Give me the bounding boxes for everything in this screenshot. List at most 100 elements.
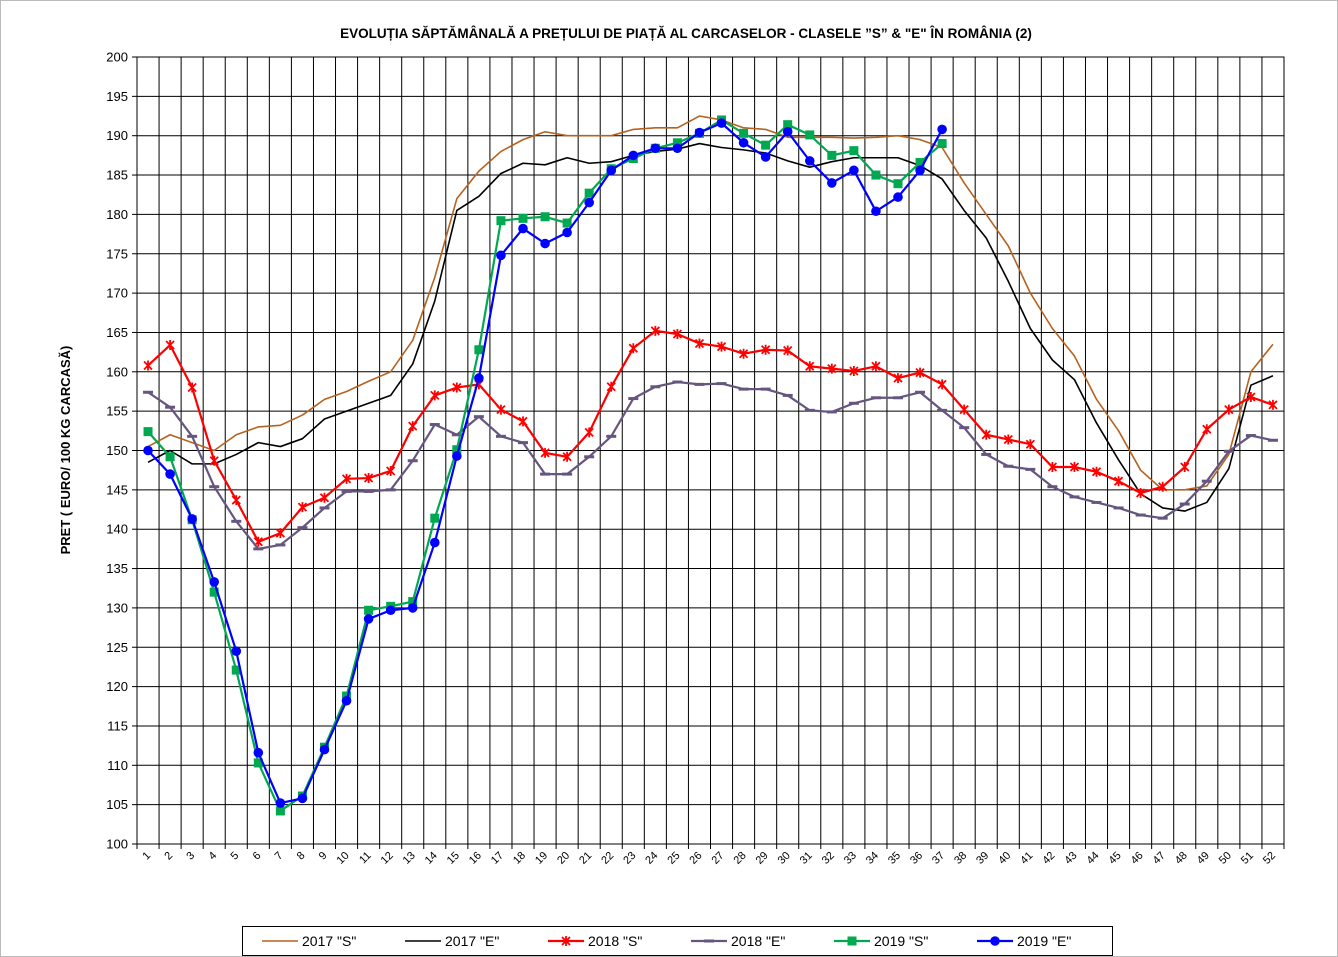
marker bbox=[253, 747, 264, 758]
marker bbox=[407, 603, 418, 613]
y-tick-label: 180 bbox=[106, 207, 128, 222]
marker bbox=[716, 118, 727, 128]
marker bbox=[474, 373, 484, 383]
y-tick-label: 140 bbox=[106, 522, 128, 537]
marker bbox=[474, 345, 484, 355]
marker bbox=[187, 382, 197, 393]
marker bbox=[408, 597, 418, 607]
marker bbox=[562, 451, 572, 462]
marker bbox=[452, 382, 462, 393]
marker bbox=[805, 361, 815, 372]
y-tick-label: 190 bbox=[106, 128, 128, 143]
marker bbox=[937, 379, 947, 390]
marker bbox=[430, 513, 440, 523]
marker bbox=[1047, 462, 1058, 473]
marker bbox=[650, 143, 661, 154]
marker bbox=[827, 363, 837, 374]
marker bbox=[628, 343, 638, 354]
marker bbox=[452, 445, 462, 455]
y-tick-label: 155 bbox=[106, 404, 128, 419]
y-tick-label: 185 bbox=[106, 168, 128, 183]
y-tick-label: 130 bbox=[106, 600, 128, 615]
marker bbox=[386, 465, 396, 476]
marker bbox=[143, 445, 153, 456]
marker bbox=[518, 213, 528, 223]
series-line bbox=[147, 380, 1274, 550]
legend-label: 2018 "E" bbox=[731, 933, 785, 949]
marker bbox=[518, 416, 528, 427]
y-tick-label: 175 bbox=[106, 246, 128, 261]
marker bbox=[1158, 481, 1168, 492]
marker bbox=[1091, 466, 1102, 477]
marker bbox=[606, 381, 616, 392]
marker bbox=[1180, 462, 1190, 473]
legend-label: 2019 "S" bbox=[874, 933, 928, 949]
marker bbox=[628, 150, 639, 161]
marker bbox=[871, 361, 881, 372]
marker bbox=[915, 367, 925, 378]
marker bbox=[209, 587, 219, 597]
marker bbox=[783, 120, 793, 130]
marker bbox=[1202, 424, 1212, 435]
marker bbox=[849, 366, 859, 377]
marker bbox=[209, 455, 219, 466]
marker bbox=[760, 152, 771, 162]
marker bbox=[761, 344, 771, 355]
marker bbox=[275, 806, 285, 816]
marker bbox=[540, 238, 550, 249]
marker bbox=[275, 798, 286, 808]
marker bbox=[209, 577, 220, 587]
marker bbox=[165, 469, 175, 479]
marker bbox=[783, 345, 793, 356]
series-line bbox=[147, 115, 1274, 491]
y-tick-label: 160 bbox=[106, 364, 128, 379]
marker bbox=[1135, 487, 1146, 498]
marker bbox=[363, 614, 374, 624]
marker bbox=[937, 124, 947, 135]
marker bbox=[893, 179, 903, 189]
marker bbox=[694, 127, 705, 138]
y-tick-label: 100 bbox=[106, 837, 128, 852]
y-tick-label: 120 bbox=[106, 679, 128, 694]
y-tick-label: 170 bbox=[106, 286, 128, 301]
marker bbox=[297, 502, 308, 513]
marker bbox=[275, 528, 286, 539]
marker bbox=[143, 427, 153, 437]
marker bbox=[1268, 399, 1278, 410]
marker bbox=[562, 218, 572, 228]
marker bbox=[319, 744, 330, 755]
marker bbox=[540, 212, 550, 222]
chart-title: EVOLUȚIA SĂPTĂMÂNALĂ A PREȚULUI DE PIAȚĂ… bbox=[340, 26, 1032, 41]
marker bbox=[827, 178, 837, 188]
marker bbox=[672, 143, 683, 154]
marker bbox=[364, 605, 374, 615]
legend-box bbox=[242, 926, 1113, 956]
marker bbox=[1113, 476, 1124, 487]
marker bbox=[231, 495, 241, 506]
marker bbox=[782, 126, 793, 137]
plot-area bbox=[136, 56, 1285, 845]
marker bbox=[562, 227, 572, 238]
marker bbox=[540, 447, 550, 458]
marker bbox=[319, 492, 330, 503]
marker bbox=[804, 156, 815, 166]
marker bbox=[561, 936, 571, 946]
marker bbox=[165, 452, 175, 462]
marker bbox=[584, 188, 594, 198]
marker bbox=[849, 146, 859, 156]
marker bbox=[871, 206, 881, 217]
y-tick-label: 165 bbox=[106, 325, 128, 340]
y-axis-label: PRET ( EURO/ 100 KG CARCASĂ) bbox=[58, 346, 73, 555]
marker bbox=[805, 130, 815, 140]
marker bbox=[650, 325, 660, 336]
marker bbox=[584, 197, 594, 208]
marker bbox=[981, 429, 991, 440]
marker bbox=[231, 646, 242, 656]
marker bbox=[827, 150, 837, 160]
marker bbox=[672, 329, 683, 340]
marker bbox=[893, 373, 903, 384]
y-tick-label: 135 bbox=[106, 561, 128, 576]
y-tick-label: 115 bbox=[107, 718, 128, 733]
marker bbox=[738, 137, 749, 148]
marker bbox=[408, 421, 418, 432]
